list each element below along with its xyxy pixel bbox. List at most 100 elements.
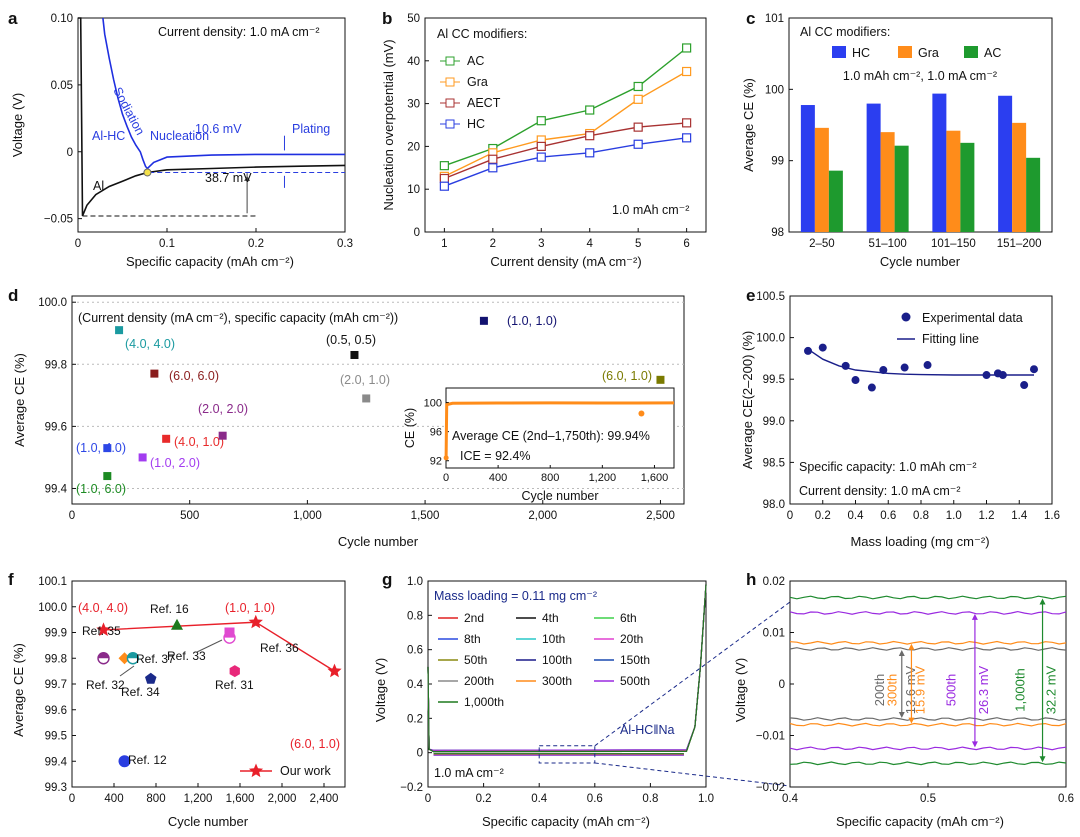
panel-b-ytick-label: 30 (407, 99, 420, 111)
ref-marker (145, 672, 157, 684)
our-work-star (96, 622, 111, 636)
legend-label-500th: 500th (620, 674, 650, 688)
panel-d-ytick-label: 99.6 (45, 421, 67, 433)
data-point-hc (536, 152, 546, 162)
panel-d-title: (Current density (mA cm⁻²), specific cap… (78, 311, 398, 325)
panel-f-ytick-label: 99.7 (45, 679, 67, 691)
data-point-hc (585, 148, 595, 158)
ref-marker (118, 755, 131, 768)
ref33-pointer (196, 639, 223, 653)
data-label: (6.0, 6.0) (169, 369, 219, 383)
inset-outlier-point (638, 410, 645, 417)
panel-label-b: b (382, 9, 392, 28)
legend-swatch-ac (964, 46, 978, 58)
panel-c-xlabel: Cycle number (880, 254, 961, 269)
panel-f-xtick-label: 2,400 (310, 793, 339, 805)
data-label: (1.0, 1.0) (507, 314, 557, 328)
data-label: (4.0, 1.0) (174, 435, 224, 449)
panel-c-subtitle: 1.0 mAh cm⁻², 1.0 mA cm⁻² (843, 69, 997, 83)
al-hc-label: Al-HC (92, 129, 125, 143)
inset-xtick-label: 400 (489, 472, 507, 484)
data-point (998, 371, 1007, 380)
panel-f-xtick-label: 400 (104, 793, 123, 805)
inset-xtick-label: 800 (541, 472, 559, 484)
data-point (350, 350, 359, 359)
data-point (103, 444, 112, 453)
arrow-head-up (898, 649, 905, 656)
inset-ytick-label: 100 (424, 398, 442, 410)
panel-h-ytick-label: −0.02 (756, 782, 785, 794)
panel-g-ylabel: Voltage (V) (373, 658, 388, 722)
legend-label-2nd: 2nd (464, 611, 484, 625)
bar-hc (932, 93, 947, 232)
bar-gra (880, 132, 895, 232)
panel-b-ytick-label: 50 (407, 13, 420, 25)
cycle-label-200th: 200th (872, 674, 887, 707)
panel-g-ytick-label: 0.6 (407, 645, 423, 657)
data-label: (0.5, 0.5) (326, 333, 376, 347)
data-point-ac (585, 105, 595, 115)
panel-g-title: Mass loading = 0.11 mg cm⁻² (434, 589, 597, 603)
panel-c-frame (788, 17, 1053, 233)
arrow-head-down (1039, 756, 1046, 763)
bar-ac (894, 145, 909, 232)
panel-f-ylabel: Average CE (%) (11, 643, 26, 737)
our-work-label: (1.0, 1.0) (225, 601, 275, 615)
data-point (804, 346, 813, 355)
bar-ac (1026, 157, 1041, 232)
panel-g-ytick-label: −0.2 (400, 782, 423, 794)
data-point-ac (633, 81, 643, 92)
panel-e-xtick-label: 1.4 (1011, 510, 1028, 522)
zoom-connector-top (594, 601, 791, 747)
ref-label: Ref. 16 (150, 602, 189, 616)
panel-g-note: 1.0 mA cm⁻² (434, 766, 504, 780)
data-point-ac (439, 161, 449, 171)
panel-f-ytick-label: 99.6 (45, 705, 67, 717)
legend-label-300th: 300th (542, 674, 572, 688)
panel-f-ytick-label: 99.3 (45, 782, 67, 794)
panel-a-ytick-label: 0 (67, 147, 73, 159)
panel-a-ytick-label: 0.10 (51, 13, 73, 25)
panel-b-xtick-label: 4 (587, 238, 594, 250)
panel-c-ytick-label: 100 (765, 84, 784, 96)
panel-e-ytick-label: 100.0 (756, 333, 785, 345)
data-point (1020, 381, 1029, 390)
legend-label-gra: Gra (467, 75, 488, 89)
panel-b-xtick-label: 3 (538, 238, 544, 250)
inset-xlabel: Cycle number (521, 489, 598, 503)
voltage-trace-300th (789, 722, 1067, 727)
panel-d-xtick-label: 2,500 (646, 510, 675, 522)
voltage-trace-200th (789, 717, 1067, 721)
panel-d-xtick-label: 0 (69, 510, 75, 522)
ref32-pointer (119, 665, 135, 677)
data-point (162, 434, 171, 443)
panel-b-ytick-label: 0 (414, 227, 420, 239)
panel-c-ytick-label: 101 (765, 13, 784, 25)
data-point-hc (633, 139, 643, 149)
panel-c-legend-title: Al CC modifiers: (800, 25, 890, 39)
ref-marker (229, 665, 240, 678)
bar-hc (800, 105, 815, 232)
panel-b-frame (424, 17, 707, 233)
legend-label-150th: 150th (620, 653, 650, 667)
legend-label-200th: 200th (464, 674, 494, 688)
data-point-gra (633, 94, 643, 104)
panel-label-f: f (8, 570, 14, 589)
ref-label: Ref. 12 (128, 753, 167, 767)
panel-g-ytick-label: 0.4 (407, 679, 424, 691)
overpotential-label-1000th: 32.2 mV (1044, 665, 1059, 714)
panel-f-xtick-label: 800 (146, 793, 165, 805)
series-line-aect (444, 122, 687, 180)
panel-e-xtick-label: 0.4 (848, 510, 865, 522)
panel-h-ylabel: Voltage (V) (733, 658, 748, 722)
zoom-connector-bottom (594, 762, 791, 787)
panel-b-note: 1.0 mAh cm⁻² (612, 203, 689, 217)
panel-e-xtick-label: 0.6 (880, 510, 896, 522)
series-line-al-hc (102, 17, 345, 170)
arrow-head-down (908, 717, 915, 724)
data-point-aect (585, 131, 595, 141)
data-point (479, 316, 488, 325)
data-point (982, 371, 991, 380)
inset-ice-point (443, 455, 449, 461)
